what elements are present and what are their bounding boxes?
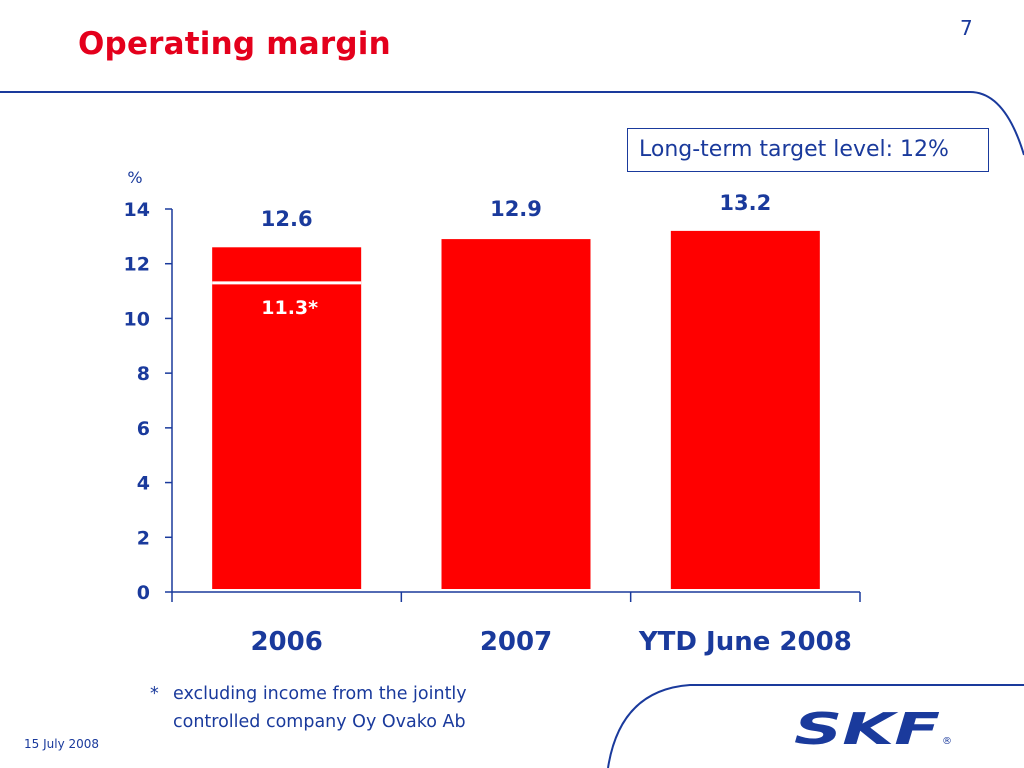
y-tick-label: 14	[124, 199, 150, 221]
x-tick-label: 2006	[250, 627, 322, 657]
page-title: Operating margin	[78, 26, 391, 62]
slide-date: 15 July 2008	[24, 737, 100, 751]
footnote-marker: *	[150, 684, 159, 704]
annotation-label: 11.3*	[261, 297, 318, 319]
y-tick-label: 10	[124, 308, 150, 330]
value-label: 12.9	[490, 197, 542, 221]
target-level-box: Long-term target level: 12%	[627, 128, 989, 172]
x-tick-label: 2007	[480, 627, 552, 657]
header-rule	[0, 91, 1024, 156]
skf-logo: SKF ®	[794, 708, 952, 748]
bar	[441, 239, 591, 590]
y-axis-label: %	[127, 168, 142, 187]
y-tick-label: 12	[124, 254, 150, 276]
bar	[212, 247, 362, 590]
bar	[670, 230, 820, 589]
y-tick-label: 2	[137, 527, 150, 549]
logo-registered-mark: ®	[942, 736, 952, 747]
value-label: 13.2	[719, 191, 771, 215]
y-tick-label: 8	[137, 363, 150, 385]
y-tick-label: 0	[137, 582, 150, 604]
value-label: 12.6	[261, 207, 313, 231]
footnote-text: excluding income from the jointly contro…	[173, 684, 467, 732]
page-number: 7	[960, 16, 973, 40]
x-tick-label: YTD June 2008	[638, 627, 852, 657]
logo-wordmark: SKF	[794, 708, 940, 748]
footer-rule	[607, 684, 1024, 768]
y-tick-label: 4	[137, 473, 150, 495]
y-tick-label: 6	[137, 418, 150, 440]
